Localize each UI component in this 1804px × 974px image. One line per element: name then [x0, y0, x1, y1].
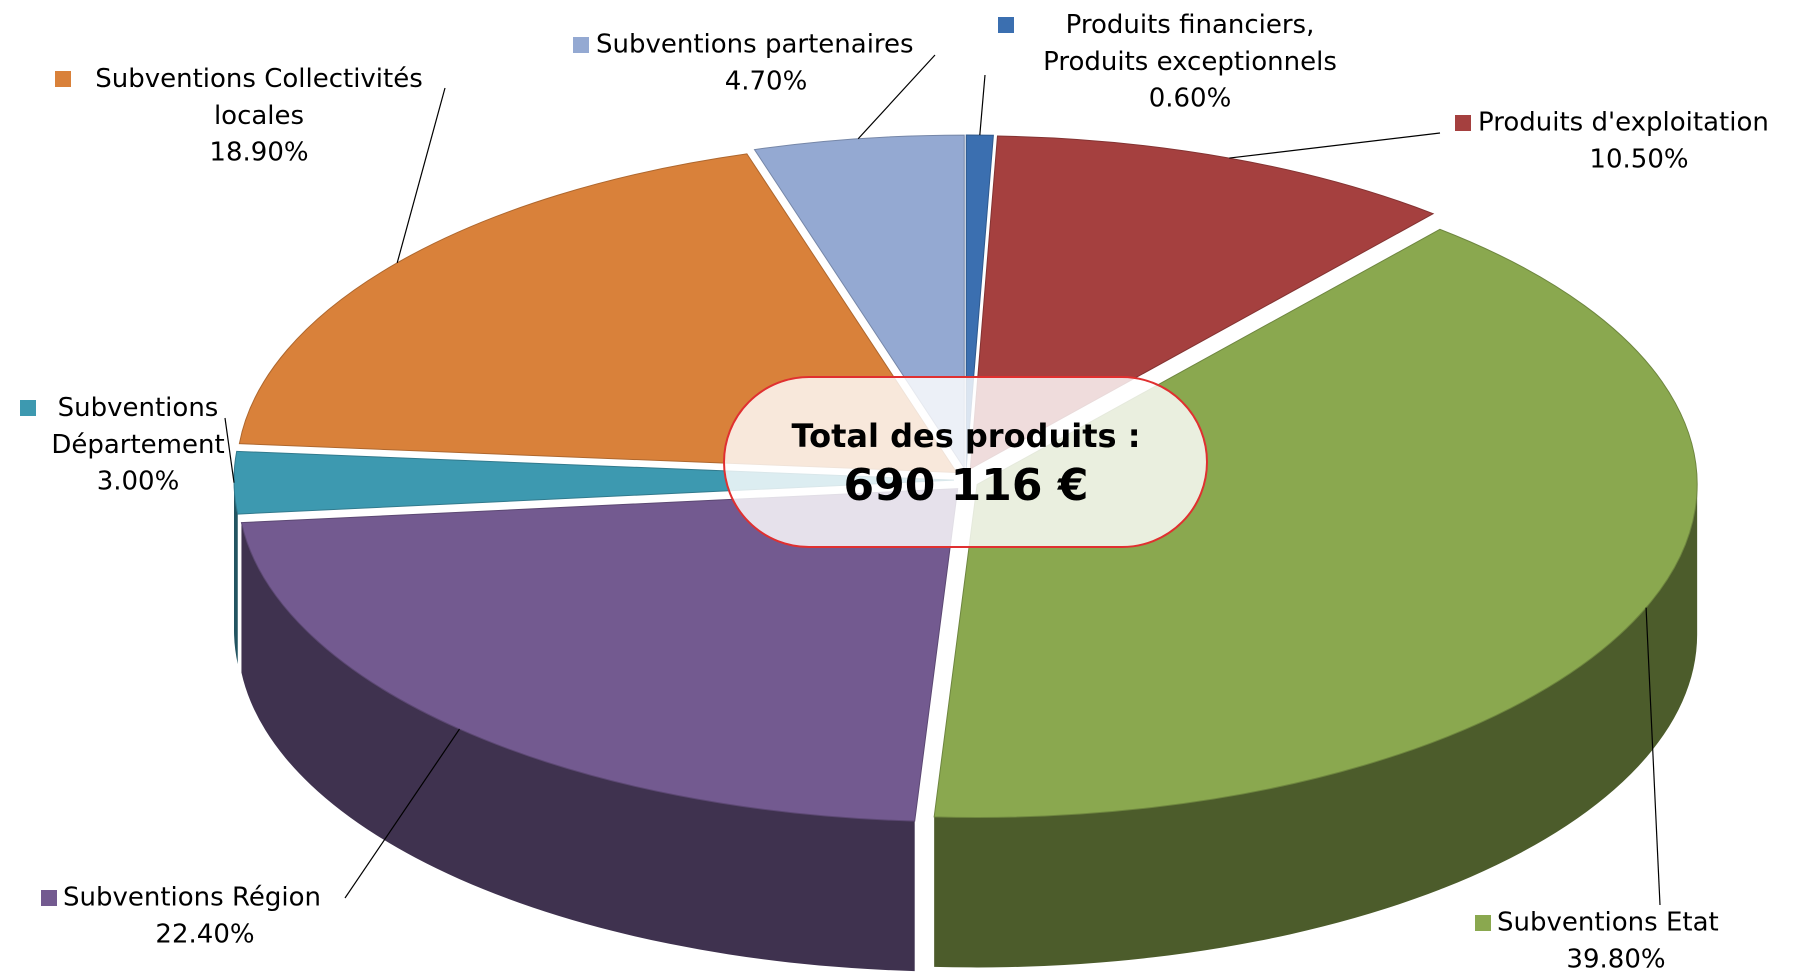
leader-line: [857, 54, 936, 140]
legend-swatch: [998, 17, 1014, 33]
slice: [240, 488, 959, 822]
labels: Produits financiers, Produits exceptionne…: [20, 10, 1769, 974]
value-label: 18.90%: [209, 138, 308, 168]
slice: [933, 228, 1698, 818]
slice-label: Subventions Collectivités locales: [95, 64, 423, 131]
value-label: 39.80%: [1566, 945, 1665, 974]
leader-line: [344, 728, 460, 899]
value-label: 0.60%: [1149, 84, 1232, 114]
leader-line: [396, 87, 446, 264]
value-label: 10.50%: [1589, 145, 1688, 175]
leader-line: [1645, 607, 1661, 906]
total-value: 690 116 €: [844, 460, 1089, 511]
slice-side: [934, 484, 1698, 968]
slice-label: Produits d'exploitation: [1478, 108, 1769, 138]
slice: [233, 450, 955, 515]
value-label: 4.70%: [725, 67, 808, 97]
slice-label: Subventions partenaires: [596, 30, 914, 60]
total-label: Total des produits :: [792, 417, 1141, 455]
legend-swatch: [1475, 915, 1491, 931]
slice-label: Produits financiers, Produits exceptionne…: [1043, 10, 1337, 77]
slice-label: Subventions Département: [51, 393, 224, 460]
legend-swatch: [41, 890, 57, 906]
slice-side: [241, 522, 915, 972]
value-label: 22.40%: [155, 920, 254, 950]
legend-swatch: [55, 71, 71, 87]
slice-label: Subventions Etat: [1497, 908, 1719, 938]
leader-line: [224, 417, 235, 483]
legend-swatch: [20, 400, 36, 416]
pie-sides: [234, 480, 1698, 972]
slice-side: [234, 480, 238, 665]
value-label: 3.00%: [97, 467, 180, 497]
leader-line: [979, 74, 986, 136]
legend-swatch: [1455, 115, 1471, 131]
total-box: [723, 376, 1208, 548]
slice-label: Subventions Région: [63, 883, 321, 913]
leader-line: [1229, 132, 1441, 159]
legend-swatch: [573, 37, 589, 53]
